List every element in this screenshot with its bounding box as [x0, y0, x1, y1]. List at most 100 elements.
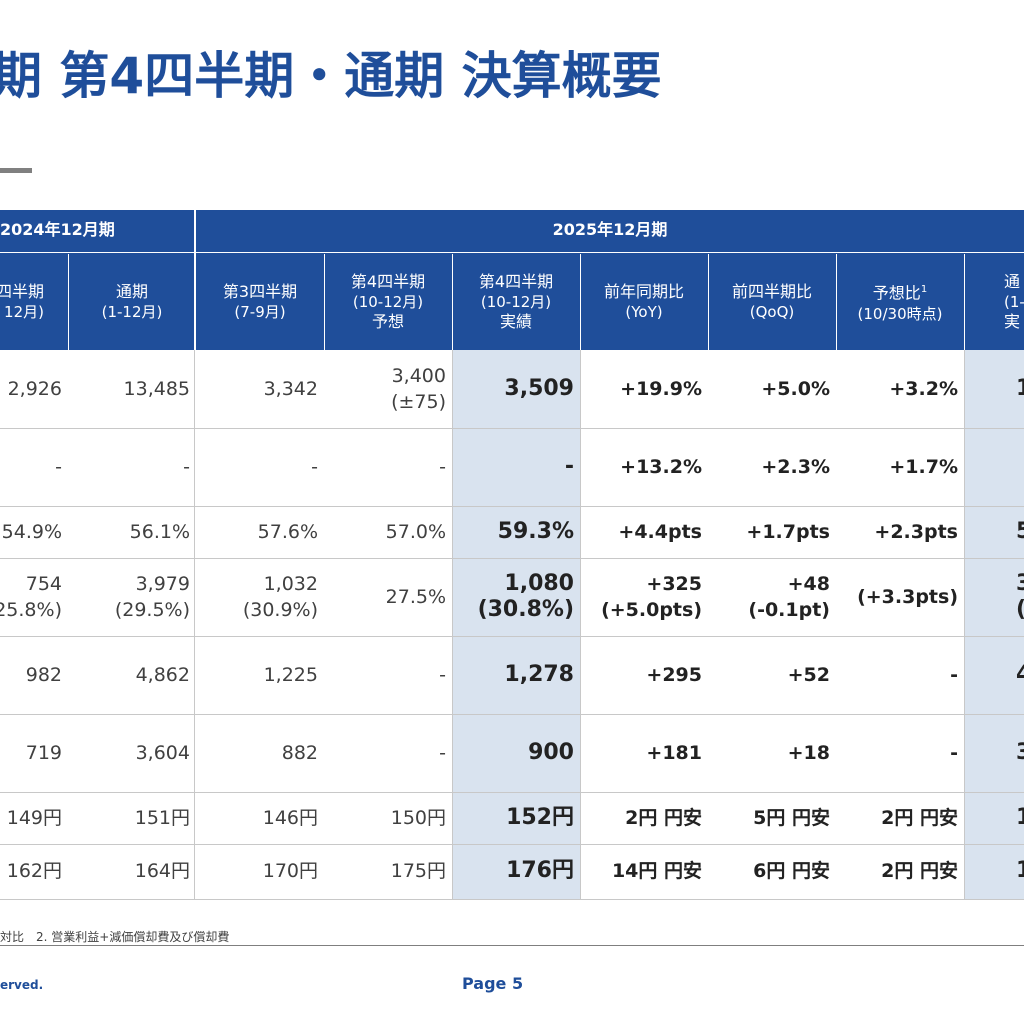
column-header-line2: (1-12月) — [101, 303, 163, 321]
row-divider — [0, 506, 1024, 507]
table-cell-line: 149円 — [6, 807, 62, 829]
column-header-line1: 第3四半期 — [222, 282, 298, 301]
table-cell-line: 2円 円安 — [625, 807, 702, 829]
column-header-line1: 通期 — [115, 282, 148, 301]
table-cell-line: 2円 円安 — [881, 860, 958, 882]
table-cell: 1,080 (30.8%) — [452, 558, 580, 636]
column-header-line3: 実績 — [499, 312, 532, 331]
table-cell-line: 150円 — [390, 807, 446, 829]
table-cell: 882 — [196, 714, 324, 792]
page-title: 期 第4四半期・通期 決算概要 — [0, 47, 662, 105]
table-cell: +2.3pts — [836, 506, 964, 558]
header-column-separator — [580, 254, 581, 350]
table-cell-line: 719 — [25, 742, 62, 764]
table-cell-line: +19.9% — [620, 378, 702, 400]
table-cell: - — [324, 428, 452, 506]
row-divider — [0, 714, 1024, 715]
table-cell: 59.3% — [452, 506, 580, 558]
table-cell: 3(29 — [964, 558, 1024, 636]
table-cell-line: 4,862 — [135, 664, 190, 686]
table-cell: 57.0% — [324, 506, 452, 558]
table-cell: 719 — [0, 714, 68, 792]
table-cell: +52 — [708, 636, 836, 714]
table-cell: 2円 円安 — [580, 792, 708, 844]
body-column-line — [964, 350, 965, 900]
table-cell: - — [196, 428, 324, 506]
table-cell: 27.5% — [324, 558, 452, 636]
column-header: 四半期 12月) — [0, 254, 68, 350]
column-header-line2: (1-1 — [1004, 293, 1024, 311]
row-divider — [0, 558, 1024, 559]
table-cell-line: 175円 — [390, 860, 446, 882]
column-header-line2: (10-12月) — [352, 293, 424, 311]
row-divider — [0, 428, 1024, 429]
table-cell: 3,604 — [68, 714, 196, 792]
table-cell: - — [452, 428, 580, 506]
table-cell-line: +3.2% — [889, 378, 958, 400]
table-cell-line: 3,604 — [135, 742, 190, 764]
column-header: 通 (1-1実 — [964, 254, 1024, 350]
highlight-column-4 — [453, 350, 580, 900]
table-cell-line: - — [311, 456, 318, 478]
table-cell-line: 1,080 — [504, 571, 574, 596]
column-header-line2: (QoQ) — [749, 303, 795, 321]
table-cell-line: 13,485 — [123, 378, 190, 400]
table-cell: - — [324, 714, 452, 792]
copyright-text: erved. — [0, 978, 44, 992]
header-column-separator — [964, 254, 965, 350]
column-header-line1: 前四半期比 — [731, 282, 812, 301]
table-cell: 150円 — [324, 792, 452, 844]
table-cell: 3 — [964, 714, 1024, 792]
table-cell: +4.4pts — [580, 506, 708, 558]
table-cell-line: 54.9% — [1, 521, 62, 543]
table-cell: 900 — [452, 714, 580, 792]
column-header: 前年同期比 (YoY) — [580, 254, 708, 350]
table-cell-line: 57.6% — [257, 521, 318, 543]
table-cell-line: (30.9%) — [242, 599, 318, 621]
table-cell: 2,926 — [0, 350, 68, 428]
table-cell: +325 (+5.0pts) — [580, 558, 708, 636]
table-cell-line: 152円 — [506, 805, 574, 830]
table-cell: +13.2% — [580, 428, 708, 506]
table-cell-line: 882 — [281, 742, 318, 764]
body-column-line — [194, 350, 195, 900]
table-cell: 151円 — [68, 792, 196, 844]
table-cell: 3,342 — [196, 350, 324, 428]
table-cell-line: 1,225 — [263, 664, 318, 686]
table-cell: +2.3% — [708, 428, 836, 506]
column-header: 第4四半期 (10-12月) 実績 — [452, 254, 580, 350]
table-bottom-line — [0, 899, 1024, 900]
table-cell-line: 2,926 — [7, 378, 62, 400]
table-cell-line: 146円 — [262, 807, 318, 829]
table-cell-line: - — [950, 664, 958, 686]
table-cell-line: - — [564, 454, 574, 479]
table-cell: 13,485 — [68, 350, 196, 428]
column-header-line1: 第4四半期 — [478, 272, 554, 291]
table-cell-line: 3,979 — [135, 573, 190, 595]
table-cell-line: 59.3% — [497, 519, 574, 544]
table-cell: +3.2% — [836, 350, 964, 428]
table-cell-line: 5円 円安 — [753, 807, 830, 829]
column-header-line1: 通 — [1004, 272, 1021, 291]
table-cell: - — [324, 636, 452, 714]
table-cell-line: 754 — [25, 573, 62, 595]
table-cell: - — [68, 428, 196, 506]
column-header: 第3四半期 (7-9月) — [196, 254, 324, 350]
table-cell: 14円 円安 — [580, 844, 708, 898]
table-cell-line: (-0.1pt) — [748, 599, 830, 621]
row-divider — [0, 792, 1024, 793]
column-header-line2: (7-9月) — [234, 303, 286, 321]
table-cell-line: 3 — [1016, 571, 1024, 596]
table-cell-line: +52 — [787, 664, 830, 686]
table-cell: +295 — [580, 636, 708, 714]
column-header-line3: 予想 — [371, 312, 404, 331]
column-header-line2: 12月) — [4, 303, 44, 321]
footer-divider — [0, 945, 1024, 946]
table-cell-line: - — [439, 742, 446, 764]
table-cell-line: (+5.0pts) — [601, 599, 702, 621]
table-cell-line: - — [439, 664, 446, 686]
table-cell-line: (±75) — [391, 391, 446, 413]
column-header: 第4四半期 (10-12月) 予想 — [324, 254, 452, 350]
table-cell: 1,225 — [196, 636, 324, 714]
results-summary-table: 2024年12月期 2025年12月期 四半期 12月) 通期 (1-12月) 第3四半… — [0, 210, 1024, 900]
